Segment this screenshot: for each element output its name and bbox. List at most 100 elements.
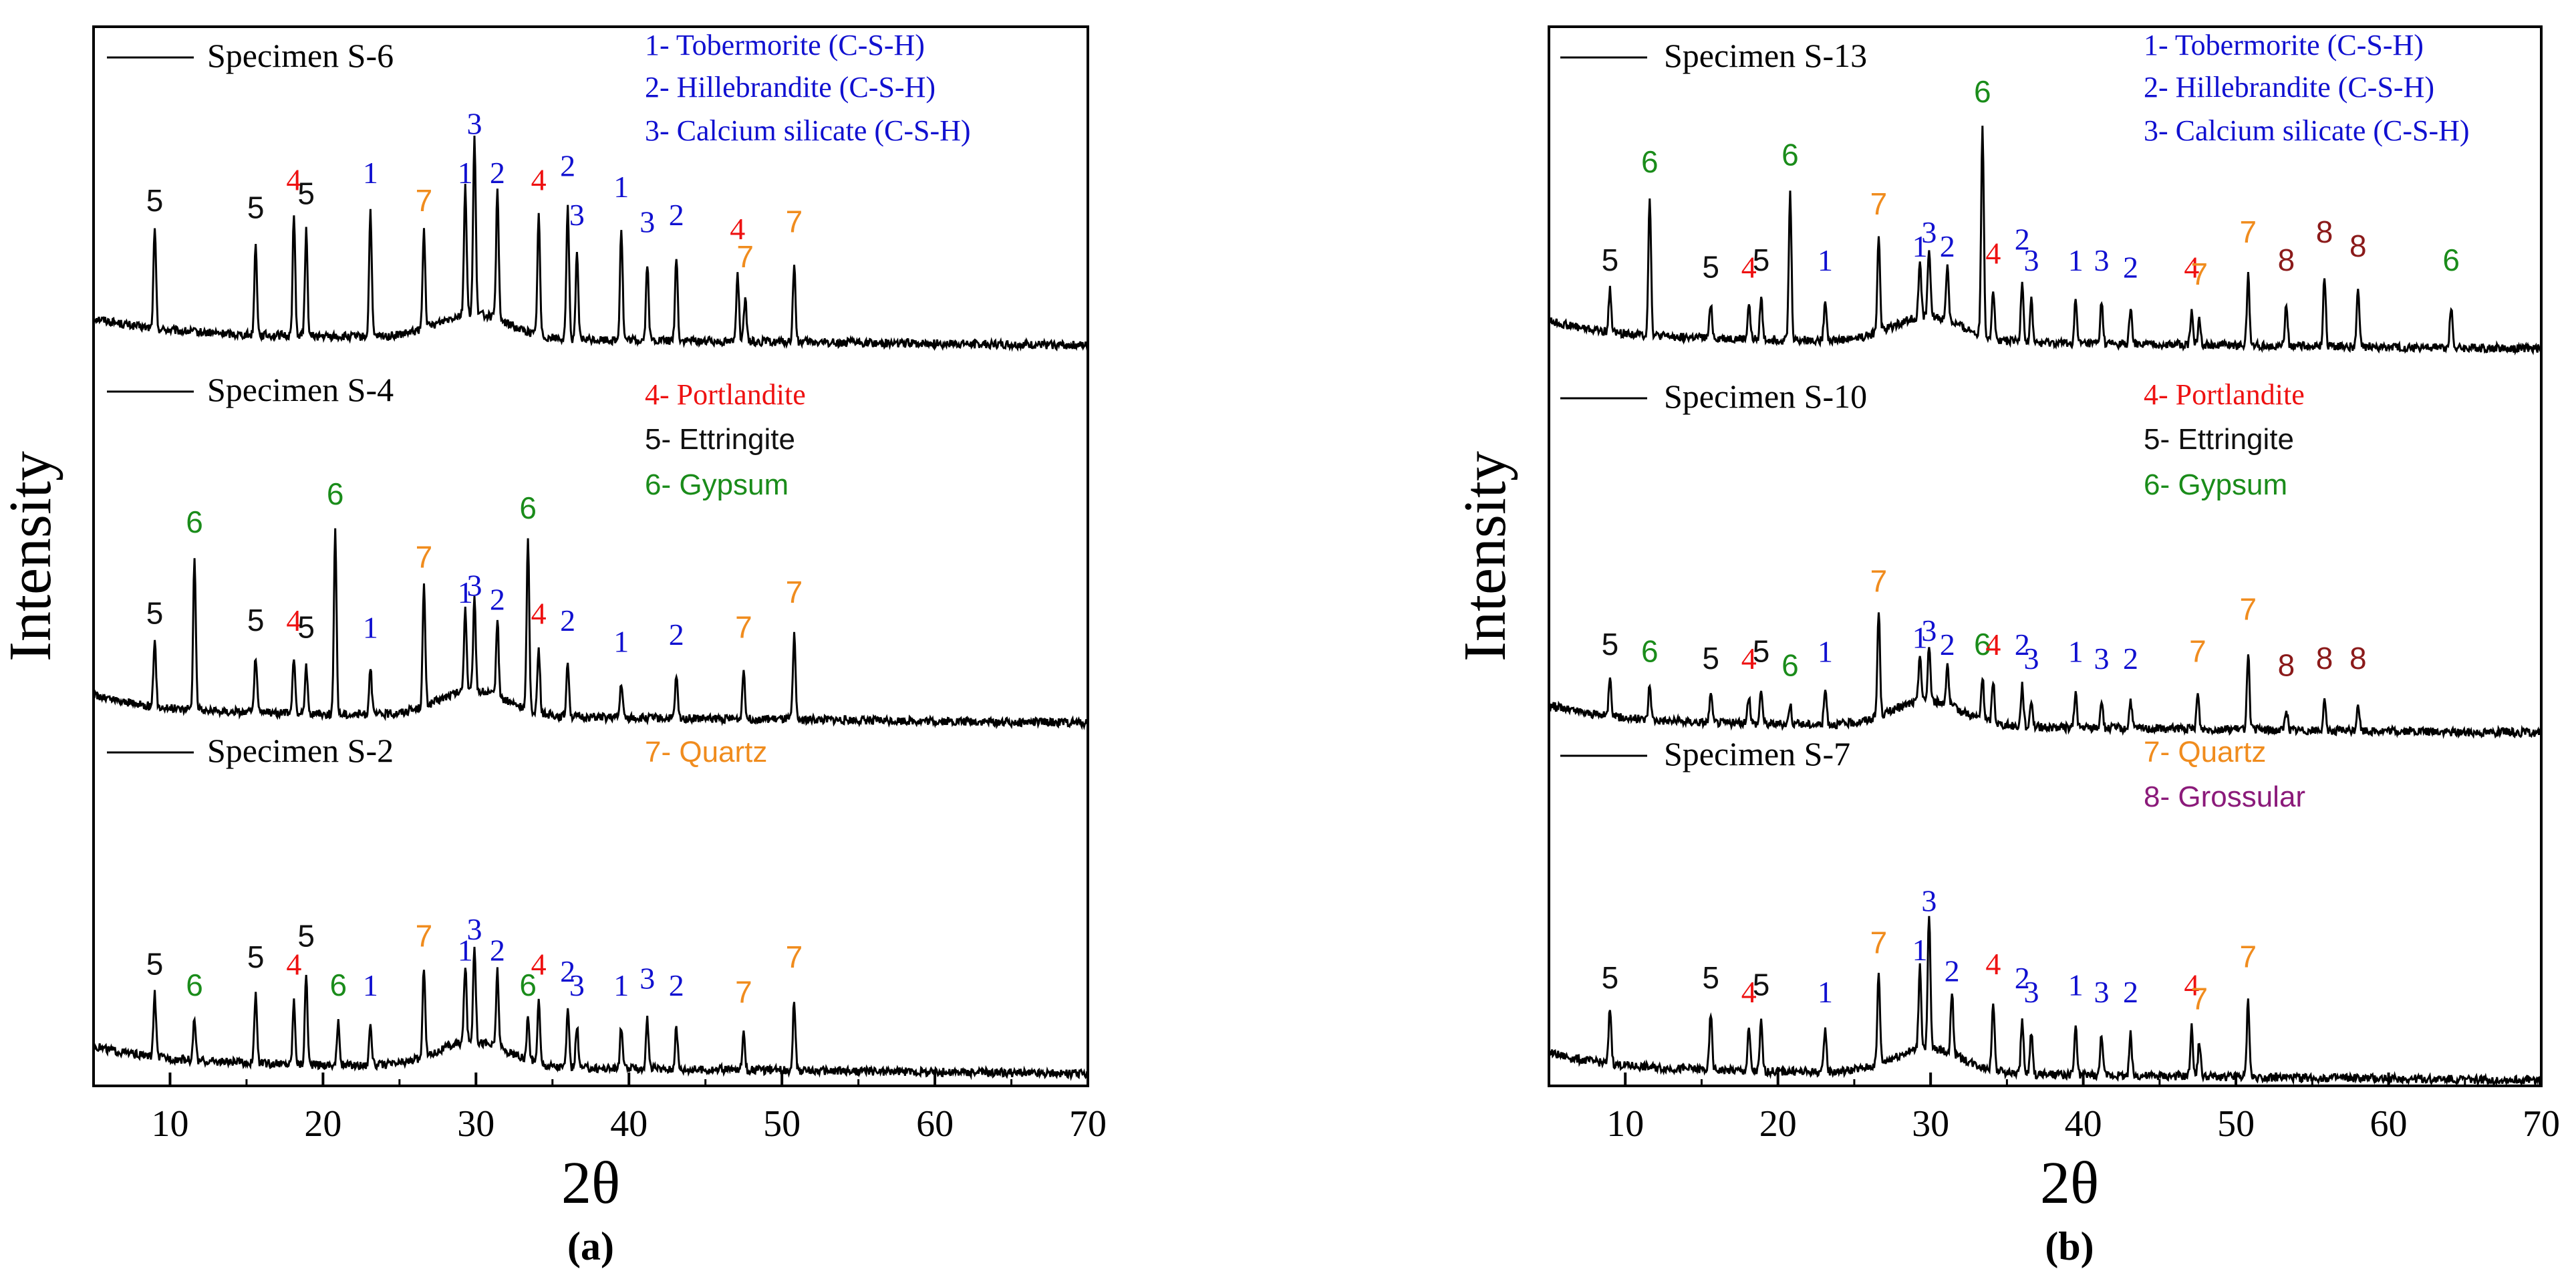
peak-label: 2 (669, 617, 684, 652)
panel-label: (a) (567, 1224, 614, 1268)
peak-label: 7 (2189, 633, 2206, 668)
peak-label: 6 (329, 968, 347, 1002)
peak-label: 4 (1741, 975, 1757, 1009)
peak-label: 1 (363, 156, 378, 190)
peak-label: 3 (467, 106, 482, 140)
peak-label: 3 (2094, 642, 2110, 676)
peak-label: 5 (1753, 967, 1770, 1002)
peak-label: 7 (786, 575, 803, 609)
peak-label: 3 (1921, 883, 1937, 917)
peak-label: 7 (786, 204, 803, 239)
peak-label: 5 (1702, 641, 1719, 676)
panel-label: (b) (2045, 1224, 2094, 1268)
x-tick-label: 20 (1759, 1103, 1797, 1145)
peak-label: 5 (247, 940, 265, 974)
peak-label: 2 (2015, 222, 2030, 256)
peak-label: 7 (1870, 186, 1888, 221)
peak-label: 1 (363, 610, 378, 644)
peak-label: 4 (286, 603, 301, 637)
peak-label: 1 (1818, 634, 1833, 668)
peak-label: 7 (416, 539, 433, 574)
peak-label: 2 (490, 933, 505, 967)
peak-label: 1 (613, 624, 629, 658)
legend-entry: 6- Gypsum (645, 468, 789, 501)
panel-b: 10 20 30 40 50 60 70 2θ Intensity (b) 1- Tobermori… (1452, 25, 2560, 1268)
peak-label: 5 (146, 183, 164, 218)
peak-label: 4 (2184, 250, 2199, 284)
peak-label: 7 (416, 183, 433, 218)
peak-label: 2 (490, 582, 505, 616)
peak-label: 1 (2068, 243, 2084, 277)
peak-label: 7 (2190, 981, 2208, 1016)
legend-entry: 1- Tobermorite (C-S-H) (645, 29, 925, 61)
peak-label: 4 (1741, 250, 1757, 284)
x-axis-label: 2θ (2040, 1150, 2099, 1216)
legend-entry: 4- Portlandite (2144, 378, 2305, 411)
peak-label: 3 (1921, 215, 1937, 249)
peak-label: 5 (297, 176, 315, 210)
peak-label: 3 (639, 961, 655, 995)
peak-label: 2 (490, 156, 505, 190)
peak-label: 3 (467, 568, 482, 602)
legend-entry: 3- Calcium silicate (C-S-H) (2144, 114, 2470, 147)
series-name: Specimen S-10 (1664, 378, 1867, 415)
series-name: Specimen S-2 (207, 732, 394, 769)
series-2: Specimen S-75 5 45 17 132 4 23 1 3 2 477 (1548, 735, 2543, 1088)
peak-label: 6 (186, 505, 203, 539)
peak-label: 4 (2184, 968, 2199, 1002)
peak-label: 5 (1602, 627, 1619, 662)
peak-label: 2 (2123, 975, 2138, 1009)
legend-entry: 8- Grossular (2144, 780, 2305, 813)
legend-entry: 3- Calcium silicate (C-S-H) (645, 114, 971, 147)
peak-label: 3 (2023, 642, 2039, 676)
legend-entry: 5- Ettringite (2144, 423, 2294, 456)
legend-entry: 6- Gypsum (2144, 468, 2287, 501)
series-name: Specimen S-4 (207, 371, 394, 408)
peak-label: 3 (569, 968, 585, 1002)
x-tick-label: 50 (2217, 1103, 2255, 1145)
plot-frame (1548, 25, 2543, 1087)
x-tick-label: 60 (916, 1103, 954, 1145)
peak-label: 3 (2094, 975, 2110, 1009)
peak-label: 4 (1985, 236, 2001, 270)
peak-label: 8 (2316, 641, 2333, 676)
peak-label: 6 (519, 968, 537, 1002)
x-tick-label: 70 (1069, 1103, 1107, 1145)
peak-label: 1 (458, 933, 473, 967)
peak-label: 1 (363, 968, 378, 1002)
peak-label: 2 (2015, 627, 2030, 662)
legend-entry: 4- Portlandite (645, 378, 806, 411)
peak-label: 1 (613, 170, 629, 204)
x-tick-label: 60 (2370, 1103, 2408, 1145)
peak-label: 7 (786, 940, 803, 974)
peak-label: 6 (519, 490, 537, 525)
legend-entry: 1- Tobermorite (C-S-H) (2144, 29, 2424, 61)
diffraction-pattern (92, 946, 1089, 1081)
peak-label: 4 (1985, 947, 2001, 981)
legend-entry: 7- Quartz (645, 736, 767, 768)
peak-label: 3 (1921, 613, 1937, 648)
series-name: Specimen S-6 (207, 37, 394, 74)
peak-label: 3 (2094, 243, 2110, 277)
peak-label: 4 (1985, 627, 2001, 662)
x-tick-label: 30 (457, 1103, 494, 1145)
peak-label: 2 (2123, 250, 2138, 284)
peak-label: 8 (2349, 229, 2367, 263)
peak-label: 7 (2190, 257, 2208, 291)
peak-label: 6 (2442, 243, 2460, 277)
y-axis-label: Intensity (1452, 451, 1518, 662)
x-axis-label: 2θ (561, 1150, 620, 1216)
peak-label: 5 (297, 918, 315, 953)
peak-label: 2 (1940, 229, 1955, 263)
peak-label: 5 (146, 595, 164, 630)
peak-label: 7 (2240, 939, 2257, 974)
peak-label: 2 (560, 603, 575, 637)
legend-entry: 2- Hillebrandite (C-S-H) (2144, 71, 2434, 104)
peak-label: 1 (1912, 229, 1928, 263)
peak-label: 6 (1974, 74, 1991, 109)
peak-label: 6 (1974, 627, 1991, 662)
peak-label: 7 (736, 239, 754, 274)
